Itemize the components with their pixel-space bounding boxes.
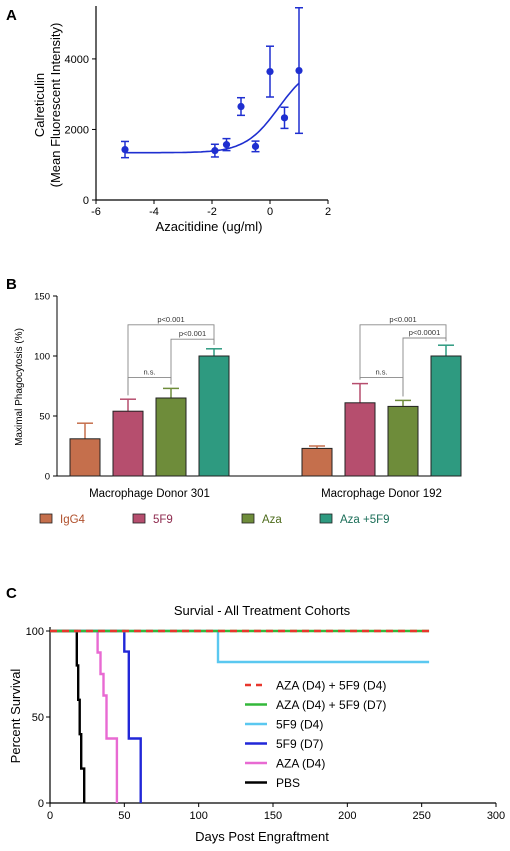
panel-c-survival-chart: C Survial - All Treatment Cohorts Days P… xyxy=(6,585,505,844)
panel-a-x-axis-label: Azacitidine (ug/ml) xyxy=(156,219,263,234)
panel-a-y-tick-label: 2000 xyxy=(65,124,89,136)
panel-a-x-tick-label: 2 xyxy=(325,206,331,218)
panel-b-axes: 0 50 100 150 Macrophage Donor 301 Macrophage … xyxy=(34,292,460,500)
panel-a-y-axis-label-line1: Calreticulin xyxy=(32,73,47,137)
panel-b-legend-label: Aza xyxy=(262,514,282,526)
panel-a-axes: -6 -4 -2 0 2 0 2000 4000 xyxy=(65,6,331,218)
panel-b-significance-label: p<0.001 xyxy=(157,315,184,324)
panel-c-y-tick-label: 0 xyxy=(38,798,44,810)
panel-a-data-point xyxy=(121,145,129,154)
panel-b-significance-bracket xyxy=(359,377,404,397)
panel-c-legend-label: 5F9 (D4) xyxy=(276,718,323,732)
panel-b-legend: IgG4 5F9 Aza Aza +5F9 xyxy=(39,513,390,526)
panel-b-significance-bracket xyxy=(359,324,447,380)
panel-c-x-tick-label: 300 xyxy=(487,810,505,822)
panel-b-y-tick-label: 100 xyxy=(34,352,50,363)
panel-c-survival-curve xyxy=(50,629,119,803)
panel-c-axes: 0 50 100 150 200 250 300 0 50 100 xyxy=(26,626,506,822)
panel-c-letter: C xyxy=(6,585,17,602)
panel-c-y-tick-label: 50 xyxy=(32,712,44,724)
panel-a-letter: A xyxy=(6,7,17,24)
panel-c-survival-curve xyxy=(50,629,86,803)
panel-b-significance-label: n.s. xyxy=(143,368,155,377)
panel-c-legend-label: 5F9 (D7) xyxy=(276,737,323,751)
panel-b-bar xyxy=(112,410,144,477)
panel-b-significance-bracket xyxy=(170,338,215,385)
panel-b-legend-swatch xyxy=(241,513,255,524)
panel-b-bar xyxy=(301,447,333,477)
panel-b-bar xyxy=(344,402,376,477)
panel-c-legend-label: AZA (D4) xyxy=(276,757,325,771)
panel-b-legend-swatch xyxy=(132,513,146,524)
panel-c-legend-label: AZA (D4) + 5F9 (D4) xyxy=(276,679,386,693)
panel-c-y-axis-label: Percent Survival xyxy=(8,669,23,764)
panel-a-data-point xyxy=(266,68,274,76)
panel-b-letter: B xyxy=(6,276,17,293)
panel-a-x-tick-label: -4 xyxy=(149,206,159,218)
panel-a-y-tick-label: 0 xyxy=(83,195,89,207)
panel-a-data-point xyxy=(295,66,303,75)
panel-c-marks xyxy=(50,629,430,803)
panel-b-legend-label: Aza +5F9 xyxy=(340,514,390,526)
panel-c-legend: AZA (D4) + 5F9 (D4) AZA (D4) + 5F9 (D7) 5F… xyxy=(245,679,386,790)
panel-b-significance-label: p<0.001 xyxy=(179,329,206,338)
panel-a-y-tick-label: 4000 xyxy=(65,54,89,66)
panel-a-calreticulin-chart: A Azacitidine (ug/ml) Calreticulin (Mean… xyxy=(6,6,331,234)
panel-b-bar xyxy=(69,438,101,477)
panel-a-x-tick-label: -2 xyxy=(207,206,217,218)
panel-c-x-axis-label: Days Post Engraftment xyxy=(195,829,329,844)
panel-b-bar xyxy=(198,355,230,477)
panel-c-x-tick-label: 100 xyxy=(189,810,207,822)
panel-b-significance-label: p<0.001 xyxy=(389,315,416,324)
panel-a-fit-curve xyxy=(125,82,300,154)
panel-c-x-tick-label: 50 xyxy=(118,810,130,822)
panel-c-legend-label: AZA (D4) + 5F9 (D7) xyxy=(276,698,386,712)
panel-b-legend-label: IgG4 xyxy=(60,514,86,526)
panel-a-marks xyxy=(121,7,303,159)
panel-a-data-point xyxy=(222,141,231,149)
panel-b-significance-bracket xyxy=(127,377,172,396)
panel-a-y-axis-label-line2: (Mean Fluorescent Intensity) xyxy=(48,23,63,188)
panel-b-significance-label: n.s. xyxy=(375,368,387,377)
panel-a-x-tick-label: 0 xyxy=(267,206,273,218)
panel-c-x-tick-label: 200 xyxy=(338,810,356,822)
panel-b-y-axis-label: Maximal Phagocytosis (%) xyxy=(14,328,25,446)
panel-c-survival-curve xyxy=(50,629,142,803)
panel-b-legend-label: 5F9 xyxy=(153,514,173,526)
panel-c-legend-label: PBS xyxy=(276,776,300,790)
panel-a-data-point xyxy=(251,142,260,150)
panel-c-survival-curve xyxy=(50,629,430,664)
panel-b-significance-bracket xyxy=(127,324,215,396)
panel-c-x-tick-label: 250 xyxy=(412,810,430,822)
panel-c-y-tick-label: 100 xyxy=(26,626,44,638)
panel-b-significance-bracket xyxy=(402,337,447,397)
panel-c-x-tick-label: 0 xyxy=(47,810,53,822)
panel-b-marks: p<0.001 p<0.001 n.s. p<0.001 p<0.0001 n.s. xyxy=(69,315,462,477)
panel-b-y-tick-label: 0 xyxy=(45,472,50,483)
panel-a-data-point xyxy=(237,102,245,111)
panel-b-significance-label: p<0.0001 xyxy=(409,328,441,337)
panel-b-bar xyxy=(155,397,187,477)
panel-b-bar xyxy=(387,405,419,477)
panel-c-title: Survial - All Treatment Cohorts xyxy=(174,603,351,618)
panel-b-group-label: Macrophage Donor 192 xyxy=(321,488,442,500)
panel-a-data-point xyxy=(280,114,289,122)
panel-a-x-tick-label: -6 xyxy=(91,206,101,218)
panel-b-group-label: Macrophage Donor 301 xyxy=(89,488,210,500)
panel-b-bar xyxy=(430,355,462,477)
panel-b-y-tick-label: 50 xyxy=(39,412,50,423)
panel-b-legend-swatch xyxy=(319,513,333,524)
panel-c-x-tick-label: 150 xyxy=(264,810,282,822)
panel-b-phagocytosis-chart: B Maximal Phagocytosis (%) 0 50 100 150 Macr… xyxy=(6,276,462,526)
panel-b-legend-swatch xyxy=(39,513,53,524)
panel-b-y-tick-label: 150 xyxy=(34,292,50,303)
panel-a-data-point xyxy=(211,147,219,155)
